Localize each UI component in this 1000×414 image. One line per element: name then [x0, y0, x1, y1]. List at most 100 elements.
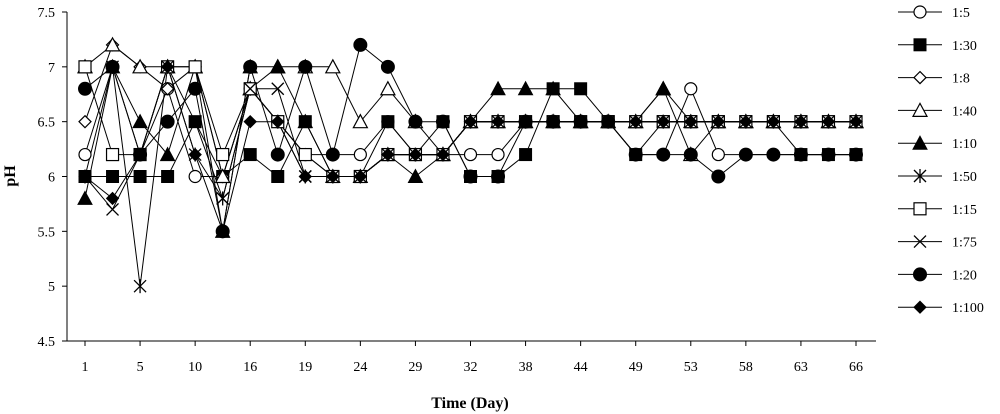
legend-marker — [913, 267, 927, 282]
y-ticks: 4.5 5 5.5 6 6.5 7 7.5 — [38, 6, 67, 350]
legend-item: 1:5 — [898, 5, 970, 21]
data-point — [297, 113, 314, 129]
data-point — [269, 58, 286, 74]
legend-label: 1:8 — [952, 72, 970, 87]
data-point — [188, 60, 202, 74]
data-point — [766, 147, 781, 162]
data-point — [270, 147, 285, 162]
data-point — [793, 147, 808, 162]
data-point — [188, 115, 202, 129]
y-tick-label: 6.5 — [38, 116, 56, 131]
legend-marker — [913, 300, 927, 314]
data-point — [546, 114, 560, 129]
x-tick-label: 10 — [188, 360, 202, 375]
x-tick-label: 1 — [82, 360, 89, 375]
legend-marker — [913, 169, 927, 183]
legend-marker — [913, 5, 927, 19]
y-tick-label: 6 — [48, 171, 55, 186]
data-point — [214, 168, 231, 184]
data-point — [574, 82, 588, 96]
legend-marker — [913, 70, 927, 85]
data-point — [463, 114, 478, 129]
x-tick-label: 66 — [849, 360, 863, 375]
x-tick-label: 58 — [739, 360, 753, 375]
data-point — [133, 147, 147, 162]
data-point — [243, 148, 257, 162]
data-point — [490, 80, 506, 96]
data-point — [766, 114, 781, 129]
data-point — [380, 59, 395, 74]
data-point — [188, 169, 202, 184]
x-tick-label: 24 — [353, 360, 367, 375]
data-point — [106, 202, 119, 216]
data-point — [352, 113, 369, 129]
data-point — [133, 170, 147, 183]
legend-marker — [913, 38, 927, 52]
legend-label: 1:40 — [952, 104, 977, 119]
legend: 1:5 1:30 1:8 1:40 1:10 1:50 1:15 1:75 1:20 1:100 — [898, 5, 984, 316]
data-point — [298, 147, 312, 162]
data-point — [216, 191, 230, 205]
data-point — [518, 114, 533, 129]
legend-marker — [913, 235, 927, 249]
x-tick-label: 32 — [464, 360, 478, 375]
legend-item: 1:50 — [898, 169, 977, 185]
data-point — [656, 114, 670, 129]
data-point — [436, 147, 450, 162]
legend-marker — [911, 102, 929, 118]
data-point — [629, 114, 643, 129]
data-point — [133, 279, 147, 294]
data-point — [738, 147, 753, 162]
data-point — [271, 82, 285, 96]
y-tick-label: 7.5 — [38, 6, 56, 21]
data-point — [463, 169, 478, 184]
data-point — [106, 170, 120, 183]
data-point — [381, 115, 395, 129]
legend-item: 1:30 — [898, 38, 977, 54]
y-tick-label: 7 — [48, 61, 55, 76]
data-point — [78, 114, 92, 129]
y-tick-label: 5 — [48, 280, 55, 295]
data-point — [161, 170, 175, 183]
data-point — [849, 114, 863, 129]
data-point — [353, 147, 367, 162]
data-point — [78, 60, 92, 74]
x-tick-label: 53 — [684, 360, 698, 375]
data-point — [435, 114, 450, 129]
data-point — [517, 80, 534, 96]
x-tick-label: 16 — [243, 360, 257, 375]
legend-marker — [912, 135, 928, 150]
data-point — [105, 59, 120, 74]
data-point — [381, 147, 395, 162]
data-point — [794, 114, 808, 129]
data-point — [105, 191, 120, 206]
data-point — [711, 169, 726, 184]
data-point — [78, 147, 92, 162]
legend-label: 1:30 — [952, 39, 977, 54]
data-point — [78, 169, 92, 184]
x-tick-label: 38 — [519, 360, 533, 375]
data-point — [132, 113, 148, 129]
legend-item: 1:75 — [898, 235, 977, 251]
data-point — [298, 169, 312, 184]
y-axis-title: pH — [2, 165, 19, 187]
data-point — [656, 147, 671, 162]
legend-item: 1:15 — [898, 202, 977, 218]
y-tick-label: 5.5 — [38, 225, 56, 240]
data-point — [491, 169, 506, 184]
data-point — [216, 147, 230, 162]
x-tick-label: 19 — [298, 360, 312, 375]
data-point — [271, 170, 285, 183]
data-point — [684, 82, 698, 96]
data-point — [407, 168, 424, 183]
data-point — [628, 147, 643, 162]
data-point — [408, 147, 423, 162]
data-point — [711, 147, 725, 162]
data-point — [683, 147, 698, 162]
series-markers-10 — [78, 60, 863, 239]
data-point — [77, 190, 93, 205]
data-point — [491, 114, 505, 129]
data-point — [188, 147, 202, 162]
plot-area — [76, 36, 865, 294]
